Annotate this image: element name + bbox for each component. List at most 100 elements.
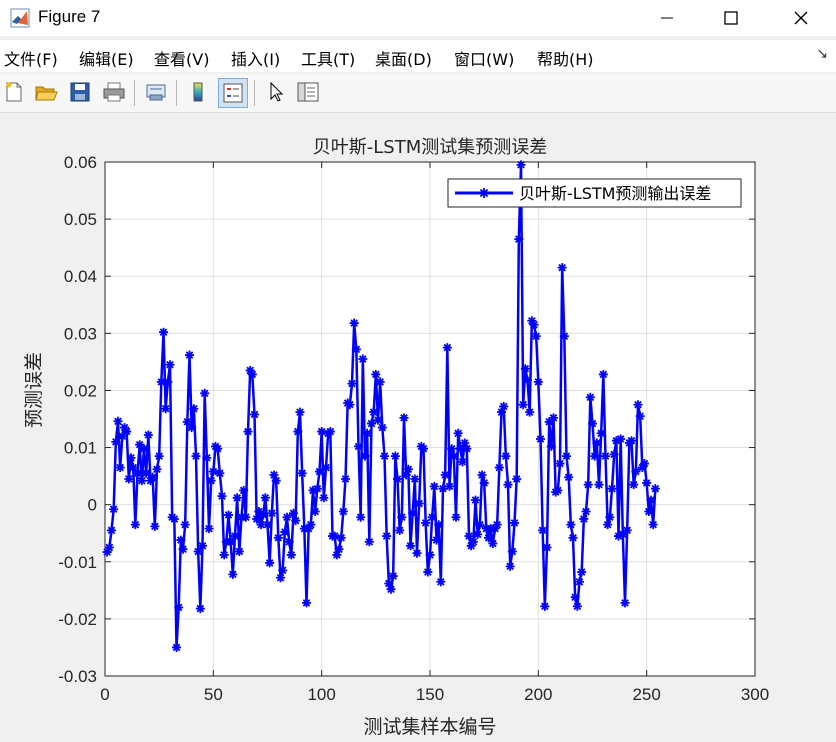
- x-tick-label: 250: [632, 685, 660, 704]
- data-point: [354, 441, 363, 451]
- data-point: [575, 577, 584, 587]
- data-point: [559, 331, 569, 341]
- data-point: [440, 470, 450, 480]
- data-point: [256, 520, 266, 530]
- print-button[interactable]: [100, 78, 128, 106]
- window-title: Figure 7: [38, 7, 101, 26]
- data-point-glyph: [468, 537, 478, 547]
- menu-window[interactable]: 窗口(W): [454, 50, 515, 69]
- data-point-glyph: [464, 531, 474, 541]
- data-point: [523, 375, 532, 385]
- data-point-glyph: [122, 427, 132, 437]
- data-point: [497, 407, 506, 417]
- data-point-glyph: [284, 537, 294, 547]
- data-point-glyph: [406, 541, 415, 551]
- data-point-glyph: [373, 415, 383, 425]
- data-point: [453, 428, 463, 438]
- data-point-glyph: [332, 550, 342, 560]
- data-point: [195, 604, 205, 614]
- data-point: [302, 598, 311, 608]
- data-point-glyph: [423, 567, 433, 577]
- data-point-glyph: [202, 453, 212, 463]
- x-tick-label: 200: [524, 685, 552, 704]
- open-button[interactable]: [32, 78, 60, 106]
- pointer-button[interactable]: [262, 78, 290, 106]
- data-point: [200, 388, 210, 398]
- data-point-glyph: [375, 377, 385, 387]
- maximize-button[interactable]: [708, 0, 754, 36]
- data-point: [104, 543, 114, 552]
- data-point-glyph: [644, 507, 654, 517]
- data-point: [239, 485, 249, 495]
- data-point: [507, 547, 517, 556]
- data-point: [269, 470, 279, 480]
- data-point-glyph: [419, 444, 428, 454]
- data-point-glyph: [345, 400, 355, 410]
- menu-edit[interactable]: 编辑(E): [79, 50, 134, 69]
- data-point-glyph: [620, 598, 630, 608]
- data-point-glyph: [230, 531, 240, 541]
- link-plot-button[interactable]: [142, 78, 170, 106]
- menu-help[interactable]: 帮助(H): [537, 50, 594, 69]
- dock-arrow-icon[interactable]: ↘: [816, 46, 828, 62]
- data-point-glyph: [367, 419, 376, 429]
- open-icon: [35, 86, 58, 101]
- data-point-glyph: [499, 401, 509, 411]
- legend[interactable]: 贝叶斯-LSTM预测输出误差: [447, 178, 742, 208]
- data-point: [128, 463, 138, 473]
- data-point: [490, 524, 500, 534]
- data-point-glyph: [637, 463, 647, 473]
- data-point: [120, 423, 129, 433]
- data-point-glyph: [570, 592, 580, 602]
- data-point-glyph: [583, 480, 593, 490]
- data-point-glyph: [520, 364, 530, 374]
- data-point: [518, 400, 528, 410]
- data-point: [161, 404, 171, 414]
- data-point-glyph: [442, 343, 452, 353]
- data-point: [484, 533, 493, 543]
- data-point-glyph: [371, 369, 381, 379]
- data-point-glyph: [102, 547, 112, 557]
- data-point: [516, 160, 526, 170]
- data-point-glyph: [315, 467, 324, 477]
- data-point: [282, 512, 292, 522]
- data-point: [538, 525, 548, 535]
- data-point: [345, 400, 355, 410]
- data-point-glyph: [306, 520, 316, 530]
- data-point: [198, 541, 207, 551]
- menu-view[interactable]: 查看(V): [154, 50, 210, 69]
- data-point: [442, 343, 452, 353]
- data-point-glyph: [473, 529, 483, 539]
- data-point-glyph: [429, 481, 439, 491]
- menu-insert[interactable]: 插入(I): [231, 50, 281, 69]
- save-button[interactable]: [66, 78, 94, 106]
- data-point-glyph: [449, 451, 459, 461]
- menu-tools[interactable]: 工具(T): [301, 50, 356, 69]
- data-point: [616, 434, 626, 444]
- property-editor-button[interactable]: [294, 78, 322, 106]
- data-point: [358, 354, 368, 364]
- data-point: [122, 427, 132, 437]
- data-point-glyph: [215, 468, 225, 478]
- data-point-glyph: [256, 520, 266, 530]
- data-point: [360, 451, 370, 461]
- link-icon: [146, 84, 166, 101]
- menu-file[interactable]: 文件(F): [4, 50, 58, 69]
- data-point-glyph: [555, 459, 565, 469]
- data-point-glyph: [182, 417, 192, 427]
- data-point-glyph: [635, 411, 645, 421]
- data-point-glyph: [544, 417, 554, 427]
- close-button[interactable]: [778, 0, 824, 36]
- data-point: [150, 521, 160, 531]
- data-point-glyph: [117, 431, 127, 441]
- data-point: [557, 263, 567, 273]
- data-point: [178, 544, 188, 554]
- legend-button[interactable]: [218, 78, 248, 108]
- data-point: [321, 463, 331, 473]
- data-point-glyph: [243, 427, 253, 437]
- menu-desktop[interactable]: 桌面(D): [375, 50, 432, 69]
- minimize-button[interactable]: [644, 0, 690, 36]
- new-figure-button[interactable]: [0, 78, 28, 106]
- maximize-icon: [724, 11, 738, 25]
- colorbar-button[interactable]: [184, 78, 212, 106]
